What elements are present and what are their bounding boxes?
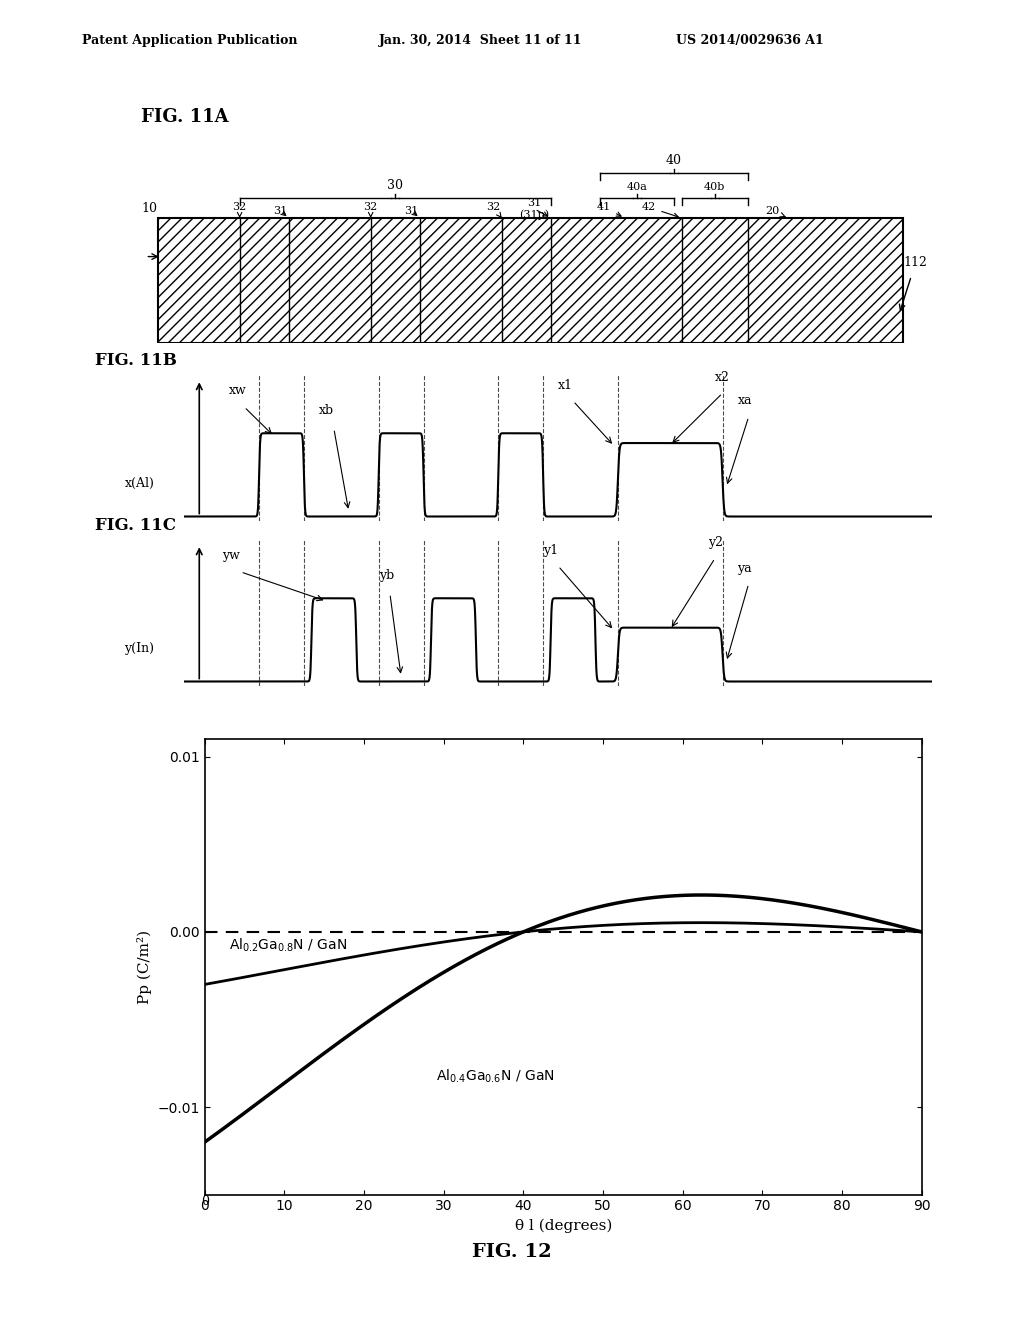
Text: 40: 40: [666, 154, 682, 168]
Text: x1: x1: [558, 379, 573, 392]
Text: 31: 31: [404, 206, 419, 216]
Text: yw: yw: [221, 549, 240, 562]
Text: x(Al): x(Al): [125, 477, 155, 490]
Y-axis label: Pp (C/m²): Pp (C/m²): [137, 929, 152, 1005]
Text: 31
(31p): 31 (31p): [519, 198, 550, 220]
Text: FIG. 11B: FIG. 11B: [94, 351, 176, 368]
Text: 40b: 40b: [705, 182, 725, 193]
Text: 20: 20: [765, 206, 785, 216]
Text: xa: xa: [737, 393, 752, 407]
Text: y(In): y(In): [125, 642, 155, 655]
Bar: [158, 218, 903, 343]
Text: yb: yb: [379, 569, 394, 582]
Text: 32: 32: [232, 202, 247, 218]
Text: 10: 10: [141, 202, 158, 215]
Text: ya: ya: [737, 562, 752, 574]
Text: 32: 32: [486, 202, 502, 218]
Text: xw: xw: [229, 384, 247, 397]
Text: x2: x2: [715, 371, 730, 384]
Text: 31: 31: [273, 206, 288, 216]
Text: 30: 30: [387, 180, 403, 193]
Text: 112: 112: [903, 256, 927, 269]
Text: 32: 32: [364, 202, 378, 218]
Text: 41: 41: [597, 202, 622, 216]
Text: FIG. 11A: FIG. 11A: [141, 108, 229, 125]
Text: FIG. 12: FIG. 12: [472, 1242, 552, 1261]
Text: Jan. 30, 2014  Sheet 11 of 11: Jan. 30, 2014 Sheet 11 of 11: [379, 34, 583, 48]
Text: $\mathrm{Al_{0.2}Ga_{0.8}N\ /\ GaN}$: $\mathrm{Al_{0.2}Ga_{0.8}N\ /\ GaN}$: [228, 936, 347, 954]
Text: y2: y2: [708, 536, 723, 549]
Text: y1: y1: [543, 544, 558, 557]
Text: Patent Application Publication: Patent Application Publication: [82, 34, 297, 48]
Text: FIG. 11C: FIG. 11C: [94, 516, 176, 533]
Text: US 2014/0029636 A1: US 2014/0029636 A1: [676, 34, 823, 48]
Text: 0: 0: [201, 1195, 209, 1208]
X-axis label: θ l (degrees): θ l (degrees): [514, 1218, 612, 1233]
Text: 40a: 40a: [627, 182, 647, 193]
Text: xb: xb: [318, 404, 334, 417]
Text: 42: 42: [642, 202, 678, 218]
Text: $\mathrm{Al_{0.4}Ga_{0.6}N\ /\ GaN}$: $\mathrm{Al_{0.4}Ga_{0.6}N\ /\ GaN}$: [436, 1068, 555, 1085]
